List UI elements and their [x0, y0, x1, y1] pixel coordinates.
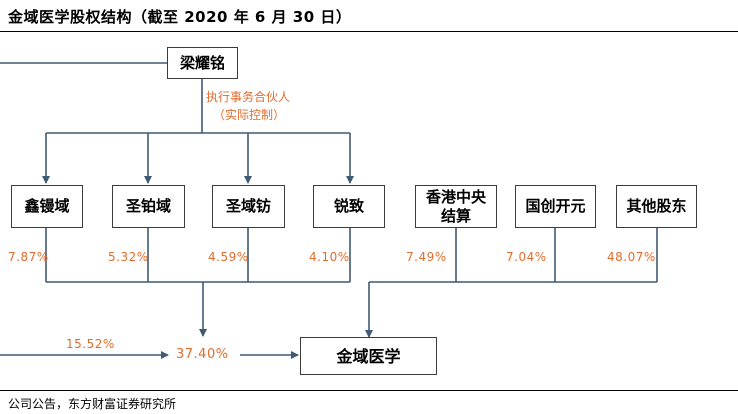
shareholder-box-2: 圣铂域: [112, 185, 185, 228]
combined-holding-pct: 37.40%: [176, 347, 229, 362]
direct-holding-pct: 15.52%: [66, 337, 115, 351]
shareholder-box-3: 圣域钫: [212, 185, 285, 228]
shareholder-name: 圣铂域: [125, 197, 171, 215]
shareholder-pct-1: 7.87%: [8, 250, 49, 264]
top-holder-box: 梁耀铭: [167, 47, 238, 79]
shareholder-pct-2: 5.32%: [108, 250, 149, 264]
shareholder-box-1: 鑫镘域: [11, 185, 83, 228]
source-note: 公司公告，东方财富证券研究所: [8, 397, 177, 411]
shareholder-pct-3: 4.59%: [208, 250, 249, 264]
shareholder-box-7: 其他股东: [616, 185, 697, 228]
shareholder-box-6: 国创开元: [515, 185, 596, 228]
shareholder-box-4: 锐致: [313, 185, 385, 228]
control-relation-label: 执行事务合伙人 （实际控制）: [206, 88, 290, 124]
shareholder-box-5: 香港中央 结算: [415, 185, 497, 228]
shareholder-name: 圣域钫: [225, 197, 271, 215]
shareholder-name: 鑫镘域: [24, 197, 70, 215]
control-label-line2: （实际控制）: [213, 108, 286, 122]
control-label-line1: 执行事务合伙人: [206, 90, 291, 104]
page-title: 金域医学股权结构（截至 2020 年 6 月 30 日）: [8, 8, 352, 26]
shareholder-name: 国创开元: [525, 197, 586, 215]
company-label: 金域医学: [336, 346, 401, 366]
shareholder-pct-4: 4.10%: [309, 250, 350, 264]
footer-divider: [0, 390, 738, 391]
company-box: 金域医学: [300, 337, 437, 375]
shareholder-name-line2: 结算: [440, 206, 471, 225]
title-divider: [0, 31, 738, 32]
shareholder-name-line1: 香港中央: [425, 187, 486, 206]
shareholder-pct-6: 7.04%: [506, 250, 547, 264]
top-holder-label: 梁耀铭: [179, 53, 225, 72]
shareholder-name: 锐致: [333, 197, 364, 215]
shareholder-pct-5: 7.49%: [406, 250, 447, 264]
shareholder-name: 其他股东: [626, 197, 687, 215]
shareholder-pct-7: 48.07%: [607, 250, 656, 264]
